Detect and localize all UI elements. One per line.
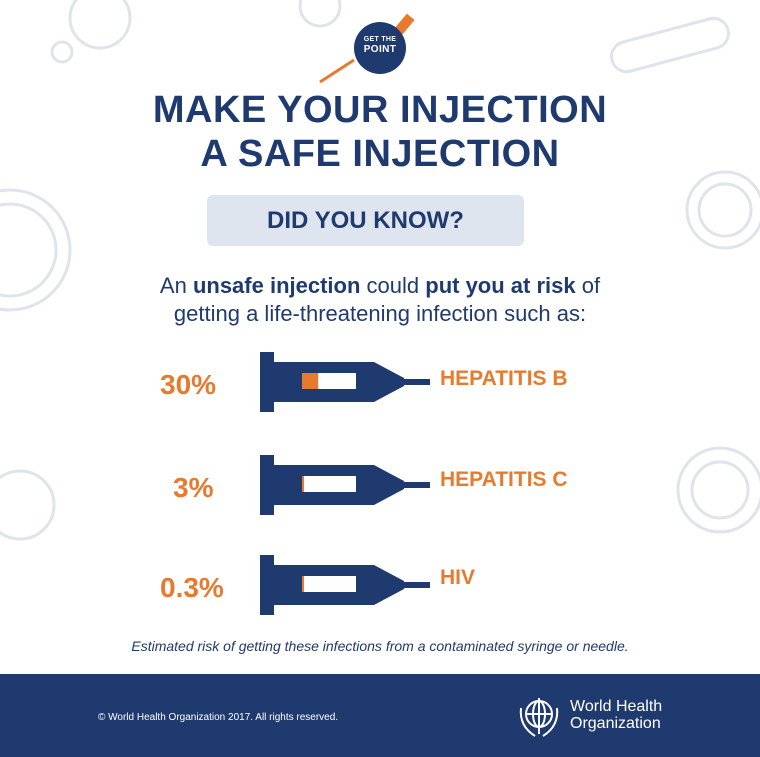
badge-line-1: GET THE	[363, 36, 397, 43]
category-label: HIV	[440, 566, 475, 589]
intro-part-3: of	[575, 273, 601, 298]
syringe-flange	[260, 455, 274, 515]
did-you-know-callout: DID YOU KNOW?	[207, 195, 524, 246]
value-label: 3%	[173, 472, 214, 503]
syringe-fill	[302, 576, 304, 592]
syringe-needle	[404, 379, 430, 385]
org-name-line-2: Organization	[570, 715, 661, 732]
value-label: 0.3%	[160, 572, 224, 603]
org-name-line-1: World Health	[570, 698, 663, 715]
syringe-window	[302, 476, 356, 492]
who-emblem-icon	[519, 698, 559, 737]
syringe-needle	[404, 482, 430, 488]
intro-bold-2: put you at risk	[425, 273, 576, 298]
who-org-name: World Health Organization	[570, 698, 662, 732]
intro-text: An unsafe injection could put you at ris…	[0, 272, 760, 328]
syringe-fill	[302, 476, 304, 492]
category-label: HEPATITIS C	[440, 468, 568, 491]
badge-line-2: POINT	[363, 44, 397, 55]
intro-line-2: getting a life-threatening infection suc…	[173, 301, 587, 326]
title-line-2: A SAFE INJECTION	[200, 133, 560, 175]
syringe-tip	[374, 465, 404, 505]
syringe-flange	[260, 555, 274, 615]
category-label: HEPATITIS B	[440, 367, 568, 390]
footnote: Estimated risk of getting these infectio…	[131, 638, 629, 654]
syringe-window	[302, 576, 356, 592]
title-line-1: MAKE YOUR INJECTION	[152, 89, 608, 131]
syringe-fill	[302, 373, 319, 389]
intro-bold-1: unsafe injection	[192, 273, 361, 298]
syringe-needle	[404, 582, 430, 588]
syringe-tip	[374, 362, 404, 402]
syringe-tip	[374, 565, 404, 605]
value-label: 30%	[160, 369, 216, 400]
intro-part-1: An	[159, 273, 193, 298]
footer-bar: © World Health Organization 2017. All ri…	[0, 674, 760, 757]
get-the-point-badge: GET THE POINT	[354, 22, 406, 74]
page-title: MAKE YOUR INJECTION A SAFE INJECTION	[0, 88, 760, 176]
copyright-text: © World Health Organization 2017. All ri…	[98, 712, 339, 723]
syringe-risk-chart: 30% HEPATITIS B 3% HEPATITIS C 0.3% HIV	[160, 352, 568, 615]
syringe-flange	[260, 352, 274, 412]
intro-part-2: could	[360, 273, 426, 298]
